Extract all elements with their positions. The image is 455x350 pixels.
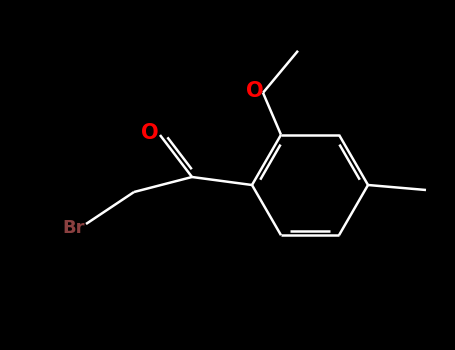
Text: O: O — [141, 123, 159, 143]
Text: O: O — [246, 81, 264, 101]
Text: Br: Br — [63, 219, 85, 237]
